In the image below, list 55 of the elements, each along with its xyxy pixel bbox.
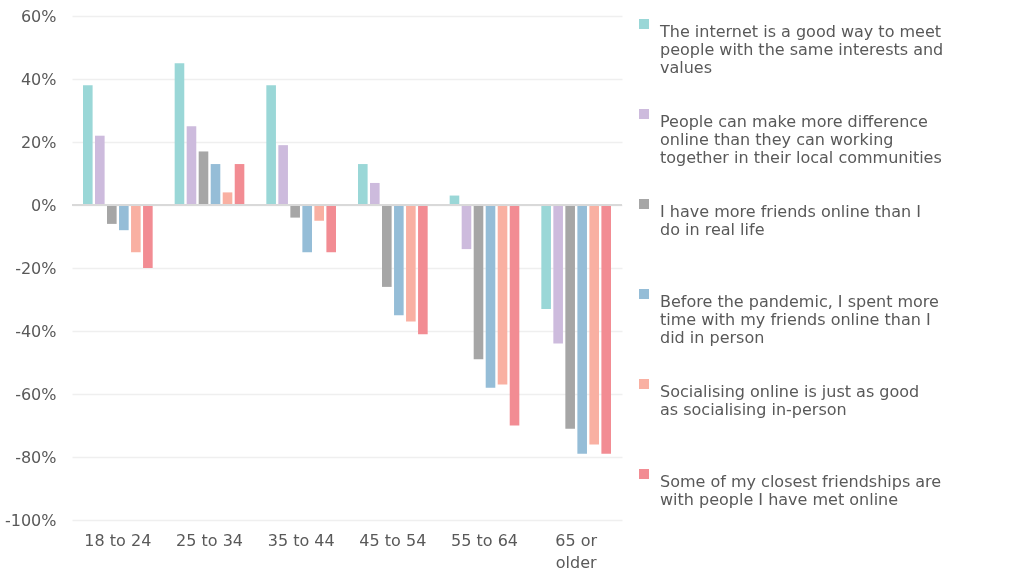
bar bbox=[553, 205, 563, 344]
bar bbox=[370, 182, 380, 205]
legend-label: Socialising online is just as good as socialising in-person bbox=[660, 382, 920, 419]
bar bbox=[577, 205, 587, 454]
y-tick-label: 20% bbox=[20, 132, 57, 152]
bar bbox=[174, 63, 185, 205]
bar bbox=[589, 205, 599, 445]
y-tick-label: 0% bbox=[31, 195, 57, 215]
bar bbox=[95, 135, 105, 205]
bar bbox=[119, 205, 129, 231]
x-tick-label: 35 to 44 bbox=[267, 530, 335, 550]
bar bbox=[358, 164, 368, 205]
bar bbox=[266, 85, 276, 205]
legend-label: Before the pandemic, I spent more time with my friends online than I did in person bbox=[660, 292, 939, 347]
bar bbox=[186, 126, 197, 205]
x-tick-label: 65 or older bbox=[555, 530, 598, 572]
legend-label: I have more friends online than I do in real life bbox=[660, 202, 921, 239]
bar bbox=[234, 164, 245, 205]
bar bbox=[461, 205, 472, 250]
bar bbox=[382, 205, 392, 287]
y-tick-label: -40% bbox=[15, 321, 57, 341]
bar bbox=[107, 205, 117, 224]
bar bbox=[83, 85, 93, 205]
legend-label: The internet is a good way to meet people with the same interests and values bbox=[659, 22, 944, 77]
bar bbox=[497, 205, 508, 385]
bar bbox=[314, 205, 324, 221]
y-tick-label: -100% bbox=[4, 510, 57, 530]
x-tick-label: 45 to 54 bbox=[359, 530, 427, 550]
bar bbox=[326, 205, 336, 253]
x-tick-label: 25 to 34 bbox=[176, 530, 243, 550]
y-tick-label: 40% bbox=[20, 69, 57, 89]
y-tick-label: -60% bbox=[15, 384, 57, 404]
bar bbox=[143, 205, 153, 268]
legend-label: People can make more difference online than they can working together in their local communities bbox=[660, 112, 942, 167]
bar bbox=[541, 205, 551, 309]
bar bbox=[418, 205, 428, 335]
y-tick-label: -20% bbox=[15, 258, 57, 278]
bar bbox=[210, 164, 221, 205]
bar bbox=[131, 205, 141, 253]
bar bbox=[394, 205, 404, 316]
bar bbox=[278, 145, 288, 205]
legend-label: Some of my closest friendships are with people I have met online bbox=[660, 472, 942, 509]
bar bbox=[290, 205, 300, 218]
bar bbox=[302, 205, 312, 253]
x-tick-label: 55 to 64 bbox=[451, 530, 518, 550]
bar bbox=[198, 151, 209, 205]
bar bbox=[565, 205, 575, 429]
bar bbox=[473, 205, 484, 360]
bar bbox=[509, 205, 520, 426]
bar bbox=[406, 205, 416, 322]
y-tick-label: -80% bbox=[15, 447, 57, 467]
bar bbox=[601, 205, 611, 454]
bar bbox=[485, 205, 496, 388]
y-tick-label: 60% bbox=[20, 6, 57, 26]
x-tick-label: 18 to 24 bbox=[84, 530, 152, 550]
